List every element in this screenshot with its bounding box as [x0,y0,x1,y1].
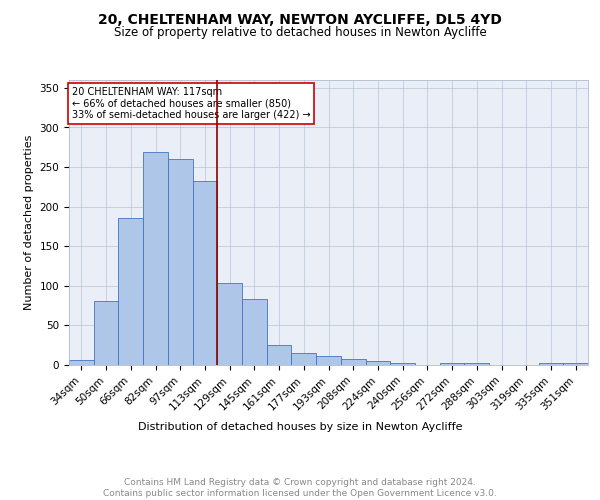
Bar [365,361,390,365]
Bar [464,362,489,365]
Bar [539,362,563,365]
Bar [168,159,193,365]
Bar [267,345,292,365]
Bar [316,356,341,365]
Text: 20 CHELTENHAM WAY: 117sqm
← 66% of detached houses are smaller (850)
33% of semi: 20 CHELTENHAM WAY: 117sqm ← 66% of detac… [71,87,310,120]
Bar [341,360,365,365]
Text: Contains HM Land Registry data © Crown copyright and database right 2024.
Contai: Contains HM Land Registry data © Crown c… [103,478,497,498]
Bar [193,180,217,365]
Bar [390,362,415,365]
Bar [242,298,267,365]
Bar [292,353,316,365]
Bar [143,152,168,365]
Text: Distribution of detached houses by size in Newton Aycliffe: Distribution of detached houses by size … [138,422,462,432]
Text: 20, CHELTENHAM WAY, NEWTON AYCLIFFE, DL5 4YD: 20, CHELTENHAM WAY, NEWTON AYCLIFFE, DL5… [98,12,502,26]
Bar [94,301,118,365]
Y-axis label: Number of detached properties: Number of detached properties [24,135,34,310]
Bar [118,218,143,365]
Bar [563,362,588,365]
Bar [69,360,94,365]
Text: Size of property relative to detached houses in Newton Aycliffe: Size of property relative to detached ho… [113,26,487,39]
Bar [440,362,464,365]
Bar [217,284,242,365]
